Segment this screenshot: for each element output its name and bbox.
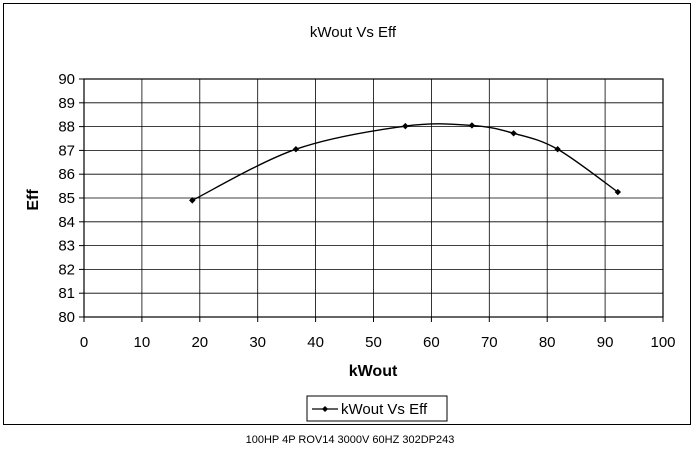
- y-tick-label: 90: [58, 71, 75, 88]
- x-tick-label: 80: [539, 334, 556, 351]
- y-tick-label: 86: [58, 166, 75, 183]
- y-tick-label: 88: [58, 119, 75, 136]
- x-tick-label: 0: [80, 334, 88, 351]
- series-line-0: [191, 123, 619, 202]
- y-tick-label: 85: [58, 190, 75, 207]
- footer-caption: 100HP 4P ROV14 3000V 60HZ 302DP243: [245, 434, 455, 446]
- data-point-marker: [189, 197, 196, 204]
- y-tick-label: 82: [58, 261, 75, 278]
- data-point-marker: [468, 122, 476, 129]
- x-tick-label: 70: [481, 334, 498, 351]
- x-tick-label: 50: [365, 334, 382, 351]
- y-tick-label: 89: [58, 95, 75, 112]
- x-axis-ticks: 0 10 20 30 40 50 60 70 80 90 100: [80, 317, 676, 351]
- series-layer: [189, 122, 622, 204]
- y-axis-ticks: 80 81 82 83 84 85 86 87 88 89 90: [58, 71, 84, 326]
- efficiency-chart: kWout Vs Eff 0 10 20 30 40 50 60 70 80 90 100 80 81…: [25, 24, 676, 422]
- legend-marker-icon: [322, 406, 328, 412]
- x-tick-label: 90: [597, 334, 614, 351]
- data-point-marker: [402, 122, 409, 130]
- x-tick-label: 60: [423, 334, 440, 351]
- x-tick-label: 30: [249, 334, 266, 351]
- data-point-marker: [554, 146, 561, 153]
- data-point-marker: [614, 188, 622, 196]
- chart-frame: kWout Vs Eff 0 10 20 30 40 50 60 70 80 90 100 80 81…: [3, 3, 691, 425]
- x-tick-label: 20: [191, 334, 208, 351]
- grid-lines: [83, 78, 664, 318]
- data-point-marker: [292, 146, 300, 153]
- data-point-marker: [510, 130, 517, 137]
- y-axis-label: Eff: [25, 189, 42, 211]
- y-tick-label: 84: [58, 214, 75, 231]
- x-tick-label: 100: [650, 334, 675, 351]
- x-axis-label: kWout: [349, 363, 398, 380]
- y-tick-label: 80: [58, 309, 75, 326]
- legend: kWout Vs Eff: [306, 395, 448, 422]
- x-tick-label: 10: [134, 334, 151, 351]
- chart-title: kWout Vs Eff: [310, 24, 397, 41]
- y-tick-label: 83: [58, 238, 75, 255]
- x-tick-label: 40: [307, 334, 324, 351]
- legend-label: kWout Vs Eff: [341, 401, 428, 418]
- y-tick-label: 87: [58, 142, 75, 159]
- y-tick-label: 81: [58, 285, 75, 302]
